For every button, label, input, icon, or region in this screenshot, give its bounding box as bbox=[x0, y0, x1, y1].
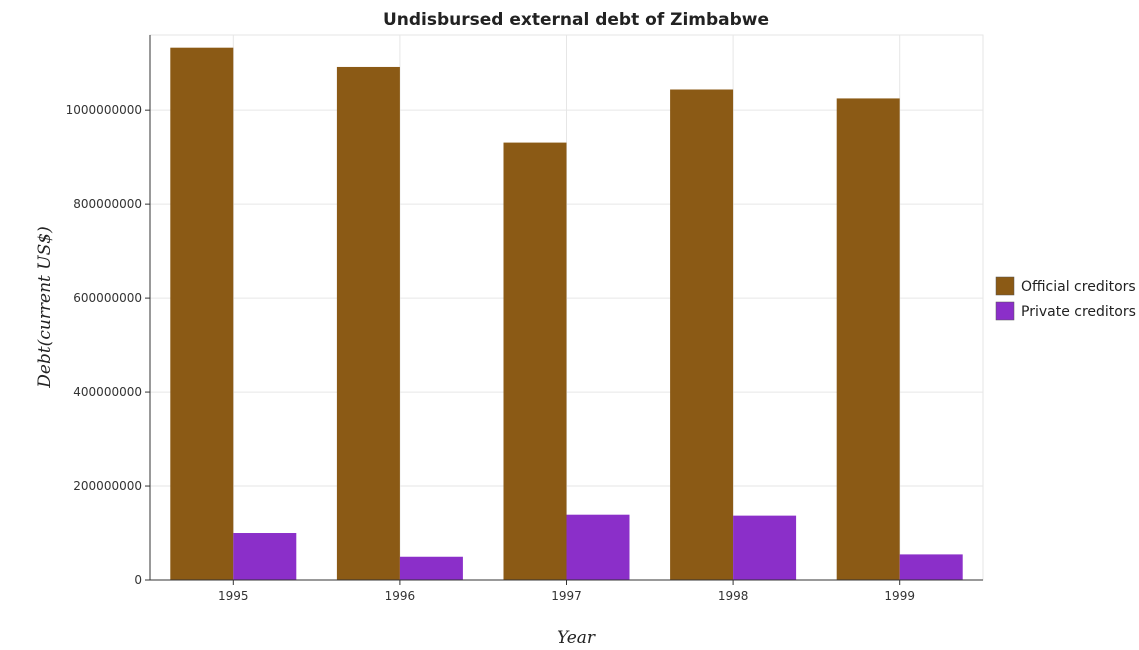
bars bbox=[170, 47, 963, 581]
bar-private-creditors-1997 bbox=[566, 514, 630, 580]
axes: 0 200000000 400000000 600000000 800000000 100… bbox=[66, 35, 983, 603]
y-tick-label: 400000000 bbox=[73, 385, 142, 399]
legend: Official creditors Private creditors bbox=[995, 276, 1136, 321]
x-axis-label: Year bbox=[557, 628, 596, 648]
bar-official-creditors-1997 bbox=[503, 142, 567, 580]
bar-official-creditors-1996 bbox=[336, 66, 400, 581]
x-tick-label: 1998 bbox=[718, 589, 749, 603]
y-tick-label: 800000000 bbox=[73, 197, 142, 211]
chart-title: Undisbursed external debt of Zimbabwe bbox=[383, 10, 769, 30]
y-tick-label: 600000000 bbox=[73, 291, 142, 305]
x-tick-label: 1999 bbox=[884, 589, 915, 603]
legend-swatch bbox=[995, 276, 1015, 296]
y-tick-label: 200000000 bbox=[73, 479, 142, 493]
bar-private-creditors-1999 bbox=[899, 554, 963, 580]
legend-label: Private creditors bbox=[1021, 304, 1136, 320]
x-tick-label: 1997 bbox=[551, 589, 582, 603]
bar-official-creditors-1999 bbox=[836, 98, 900, 580]
bar-private-creditors-1995 bbox=[233, 533, 297, 580]
bar-private-creditors-1996 bbox=[399, 556, 463, 580]
y-tick-label: 0 bbox=[134, 573, 142, 587]
y-axis-label: Debt(current US$) bbox=[35, 226, 55, 388]
legend-label: Official creditors bbox=[1021, 279, 1136, 295]
bar-official-creditors-1995 bbox=[170, 47, 234, 580]
bar-private-creditors-1998 bbox=[733, 515, 797, 580]
legend-swatch bbox=[995, 301, 1015, 321]
bar-official-creditors-1998 bbox=[670, 89, 734, 580]
y-tick-label: 1000000000 bbox=[66, 103, 142, 117]
x-tick-label: 1996 bbox=[385, 589, 416, 603]
x-tick-label: 1995 bbox=[218, 589, 249, 603]
